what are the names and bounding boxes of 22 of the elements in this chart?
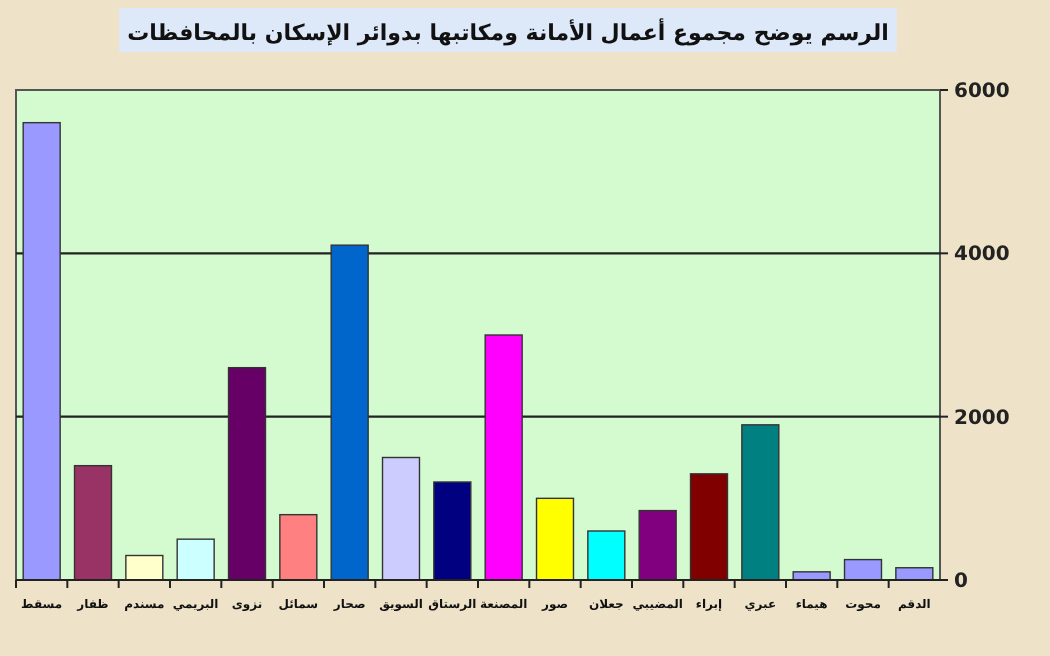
bar — [638, 509, 677, 581]
bar — [330, 244, 369, 581]
bar — [433, 481, 472, 581]
bar — [587, 530, 626, 581]
bar — [176, 538, 215, 581]
bar — [689, 473, 729, 581]
y-tick-label: 4000 — [954, 244, 1010, 267]
bar — [381, 456, 421, 581]
bar — [227, 366, 267, 581]
bar — [843, 558, 883, 581]
chart-title: الرسم يوضح مجموع أعمال الأمانة ومكاتبها بدوائر الإسكان بالمحافظات — [127, 18, 889, 46]
bar — [741, 424, 780, 581]
bar — [895, 567, 934, 581]
bar — [73, 464, 113, 581]
bar — [484, 334, 523, 581]
bar — [279, 513, 318, 581]
bar — [125, 554, 164, 581]
bar — [535, 497, 575, 581]
y-tick-label: 0 — [954, 571, 968, 593]
y-tick-label: 6000 — [954, 81, 1010, 103]
y-tick-label: 2000 — [954, 407, 1010, 430]
bar — [22, 121, 61, 581]
